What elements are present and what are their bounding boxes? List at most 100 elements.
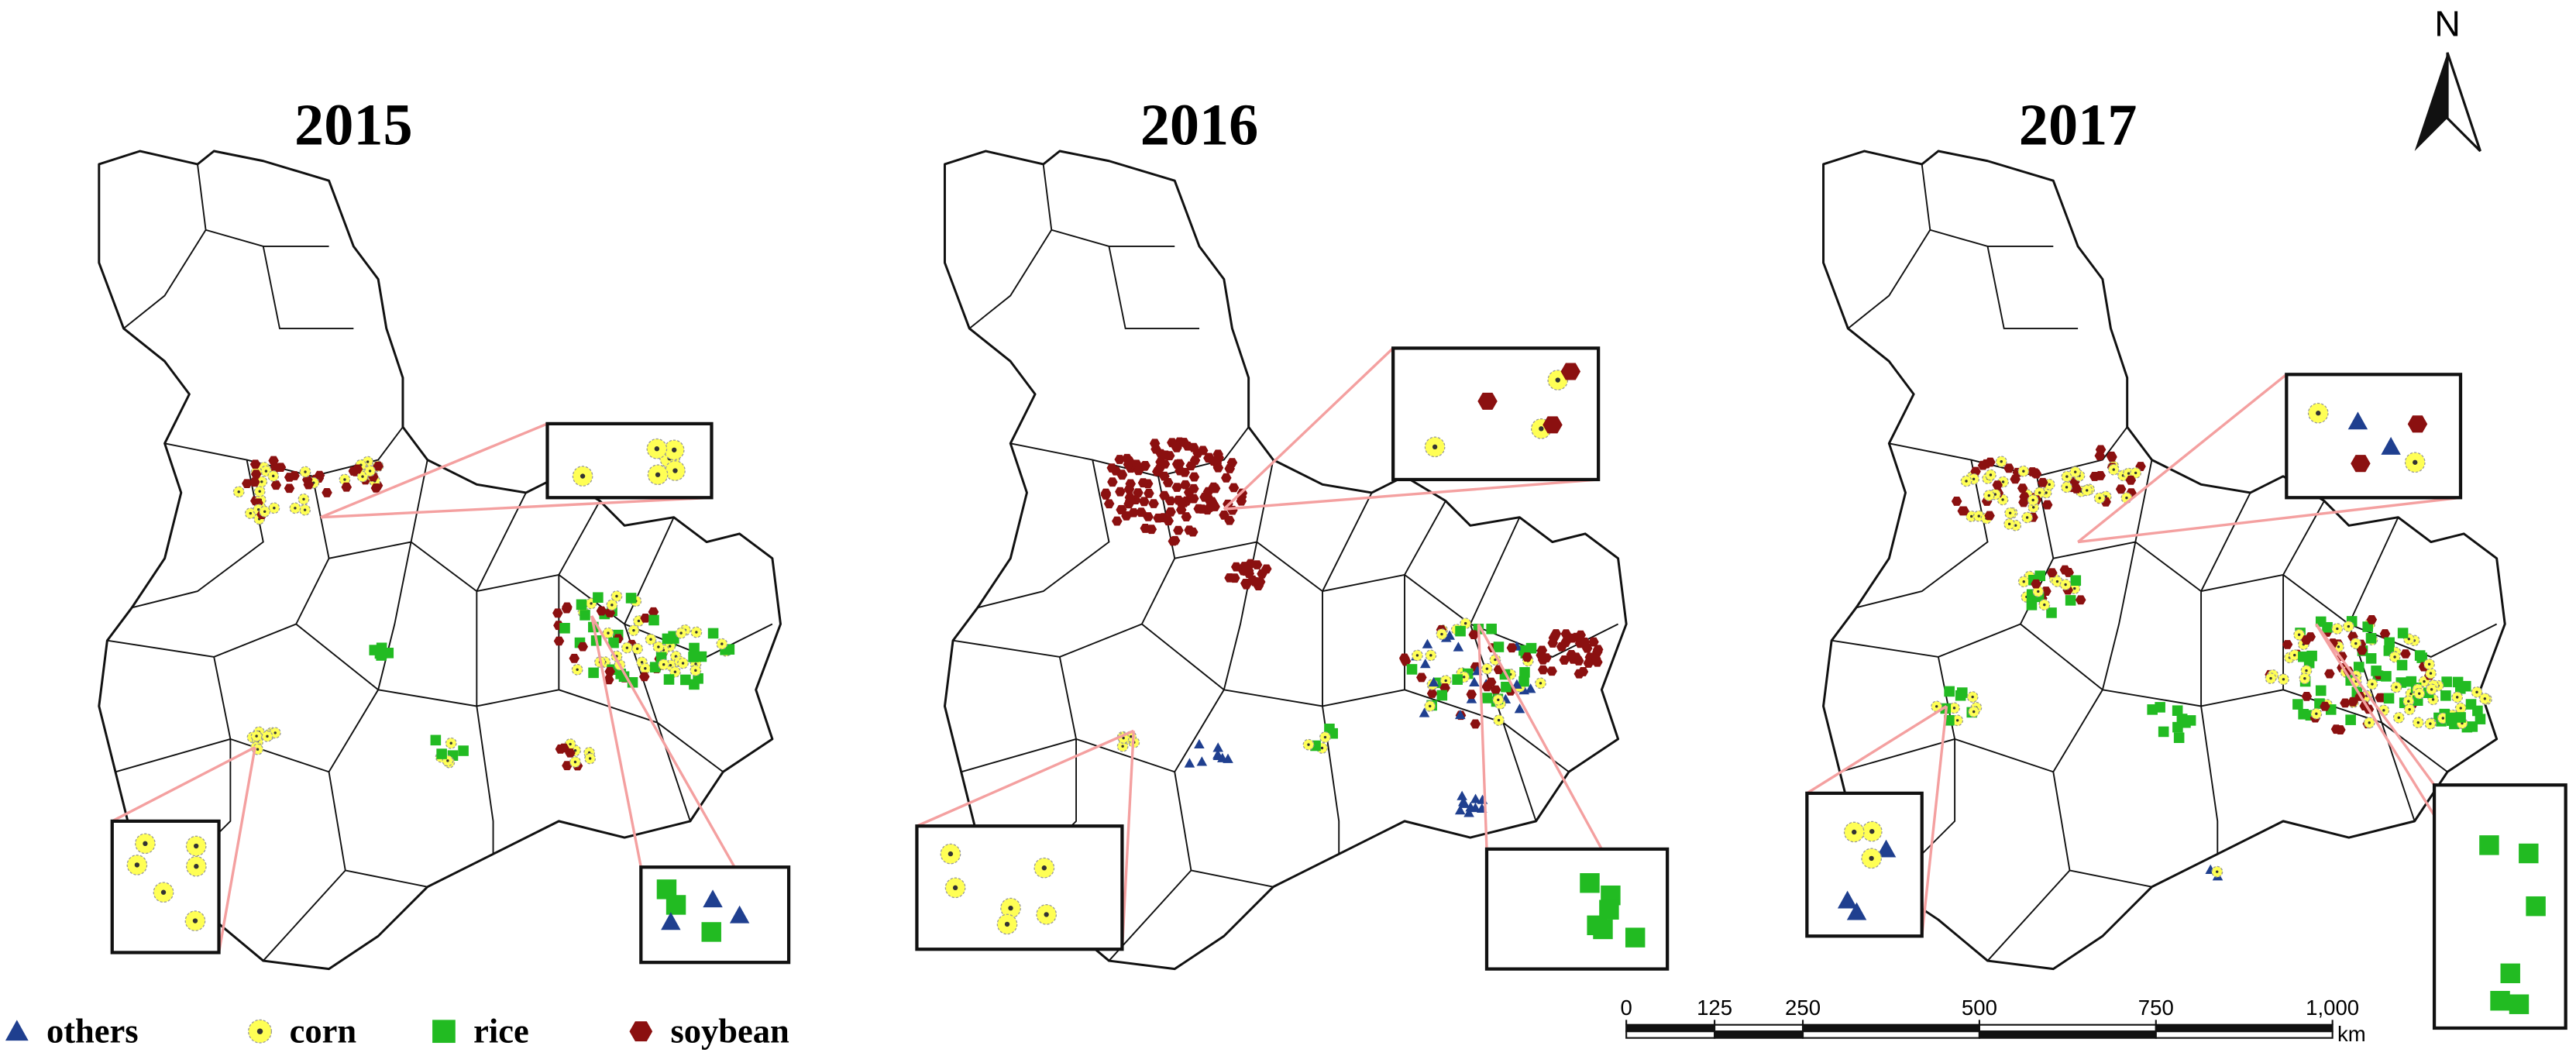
marker-others	[1453, 642, 1464, 652]
marker-others	[1463, 807, 1474, 817]
marker-soybean	[1206, 497, 1218, 507]
marker-corn-dot	[1869, 828, 1875, 834]
marker-corn-dot	[249, 511, 253, 515]
marker-corn-dot	[1935, 705, 1938, 708]
north-arrow-right	[2446, 52, 2481, 153]
panel-title: 2016	[1140, 92, 1259, 158]
marker-corn-dot	[615, 594, 618, 598]
marker-rice	[2353, 662, 2364, 672]
marker-rice	[2406, 676, 2417, 687]
marker-soybean	[1537, 665, 1549, 675]
marker-soybean	[2037, 477, 2048, 487]
leader-line	[1921, 706, 1948, 937]
marker-corn-dot	[721, 642, 724, 645]
marker-soybean	[1148, 499, 1159, 508]
marker-corn-dot	[2316, 411, 2321, 416]
marker-corn-dot	[2055, 580, 2059, 583]
marker-soybean	[604, 608, 616, 617]
marker-soybean	[1171, 483, 1182, 492]
north-label: N	[2434, 4, 2461, 44]
province-map	[1822, 150, 2506, 971]
marker-corn-dot	[2409, 692, 2413, 696]
marker-rice	[688, 652, 699, 662]
marker-soybean	[1159, 459, 1171, 469]
leader-line	[590, 615, 642, 868]
marker-soybean	[275, 463, 287, 473]
marker-rice	[2479, 835, 2499, 855]
marker-soybean	[1181, 512, 1192, 522]
marker-corn-dot	[2269, 676, 2272, 680]
leader-line	[320, 422, 549, 519]
marker-soybean	[373, 461, 383, 471]
marker-soybean	[1123, 499, 1134, 509]
marker-corn-dot	[1432, 444, 1438, 450]
marker-corn-dot	[1462, 676, 1466, 679]
marker-rice	[2447, 715, 2457, 726]
marker-rice	[2365, 632, 2377, 644]
marker-corn-dot	[2407, 638, 2410, 641]
marker-corn-dot	[1555, 377, 1560, 383]
marker-soybean	[303, 480, 315, 490]
marker-soybean	[1224, 464, 1236, 473]
marker-rice	[1481, 693, 1492, 703]
marker-rice	[625, 593, 637, 604]
marker-rice	[1501, 681, 1512, 693]
marker-corn-dot	[1852, 829, 1857, 835]
scale-segment-top	[1714, 1023, 1804, 1033]
marker-soybean	[1188, 472, 1200, 482]
leader-line	[2077, 373, 2288, 543]
marker-soybean	[1182, 442, 1193, 451]
marker-corn-dot	[576, 668, 579, 672]
marker-soybean	[1230, 573, 1240, 583]
marker-corn-dot	[273, 507, 276, 510]
marker-corn-dot	[569, 742, 572, 746]
marker-rice	[2173, 732, 2185, 743]
marker-corn-dot	[1965, 480, 1968, 483]
marker-soybean	[2017, 483, 2028, 493]
marker-corn-dot	[2031, 498, 2034, 502]
marker-others	[1212, 742, 1223, 752]
marker-corn-dot	[2125, 496, 2128, 500]
marker-soybean	[552, 608, 563, 618]
marker-rice	[1486, 623, 1497, 635]
marker-corn-dot	[590, 602, 593, 605]
marker-soybean	[1151, 466, 1163, 476]
marker-corn-dot	[2007, 522, 2011, 526]
marker-corn-dot	[2043, 603, 2046, 607]
marker-soybean	[2400, 649, 2411, 659]
marker-soybean	[1123, 456, 1135, 466]
marker-others	[1457, 790, 1467, 800]
marker-others	[1419, 659, 1431, 669]
marker-corn-dot	[2065, 486, 2069, 489]
marker-soybean	[1121, 511, 1132, 521]
marker-corn-dot	[1969, 514, 1973, 518]
marker-corn-dot	[948, 851, 954, 857]
marker-soybean	[1164, 451, 1175, 461]
marker-corn-dot	[449, 741, 452, 745]
marker-soybean	[2351, 455, 2371, 473]
marker-corn-dot	[272, 474, 275, 478]
marker-soybean	[640, 613, 651, 623]
marker-others	[1837, 890, 1858, 909]
marker-rice	[588, 667, 599, 679]
marker-corn-dot	[640, 661, 644, 664]
marker-corn-dot	[2418, 692, 2421, 695]
marker-corn-dot	[446, 759, 449, 762]
marker-soybean	[1560, 638, 1571, 647]
marker-rice	[576, 599, 587, 611]
marker-soybean	[1208, 456, 1219, 466]
marker-soybean	[2366, 615, 2378, 624]
marker-soybean	[1583, 659, 1594, 668]
marker-soybean	[1228, 483, 1240, 493]
marker-rice	[2383, 693, 2395, 704]
marker-corn-dot	[2216, 870, 2219, 873]
marker-corn-dot	[2315, 712, 2318, 715]
marker-soybean	[604, 666, 616, 676]
marker-corn-dot	[2303, 677, 2306, 680]
marker-corn-dot	[1429, 704, 1432, 708]
leader-line	[2077, 496, 2461, 544]
marker-rice	[2292, 699, 2303, 710]
marker-rice	[1587, 915, 1607, 936]
marker-soybean	[559, 743, 569, 753]
marker-rice	[2519, 843, 2539, 864]
